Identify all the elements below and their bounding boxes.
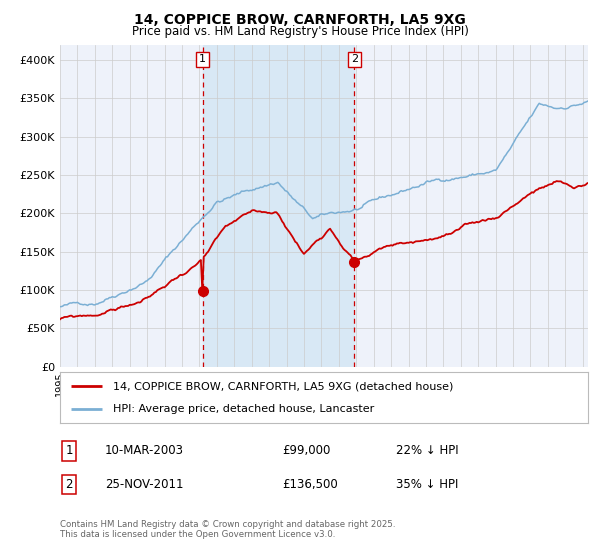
Text: 35% ↓ HPI: 35% ↓ HPI xyxy=(396,478,458,491)
Text: 1: 1 xyxy=(65,444,73,458)
Text: £136,500: £136,500 xyxy=(282,478,338,491)
Text: 10-MAR-2003: 10-MAR-2003 xyxy=(105,444,184,458)
Text: Price paid vs. HM Land Registry's House Price Index (HPI): Price paid vs. HM Land Registry's House … xyxy=(131,25,469,39)
Bar xyxy=(203,45,355,367)
Text: 1: 1 xyxy=(199,54,206,64)
Text: 14, COPPICE BROW, CARNFORTH, LA5 9XG: 14, COPPICE BROW, CARNFORTH, LA5 9XG xyxy=(134,13,466,27)
Text: Contains HM Land Registry data © Crown copyright and database right 2025.
This d: Contains HM Land Registry data © Crown c… xyxy=(60,520,395,539)
Text: 22% ↓ HPI: 22% ↓ HPI xyxy=(396,444,458,458)
Text: 25-NOV-2011: 25-NOV-2011 xyxy=(105,478,184,491)
Text: 2: 2 xyxy=(65,478,73,491)
Text: £99,000: £99,000 xyxy=(282,444,331,458)
Text: 14, COPPICE BROW, CARNFORTH, LA5 9XG (detached house): 14, COPPICE BROW, CARNFORTH, LA5 9XG (de… xyxy=(113,381,453,391)
Text: 2: 2 xyxy=(351,54,358,64)
Text: HPI: Average price, detached house, Lancaster: HPI: Average price, detached house, Lanc… xyxy=(113,404,374,414)
